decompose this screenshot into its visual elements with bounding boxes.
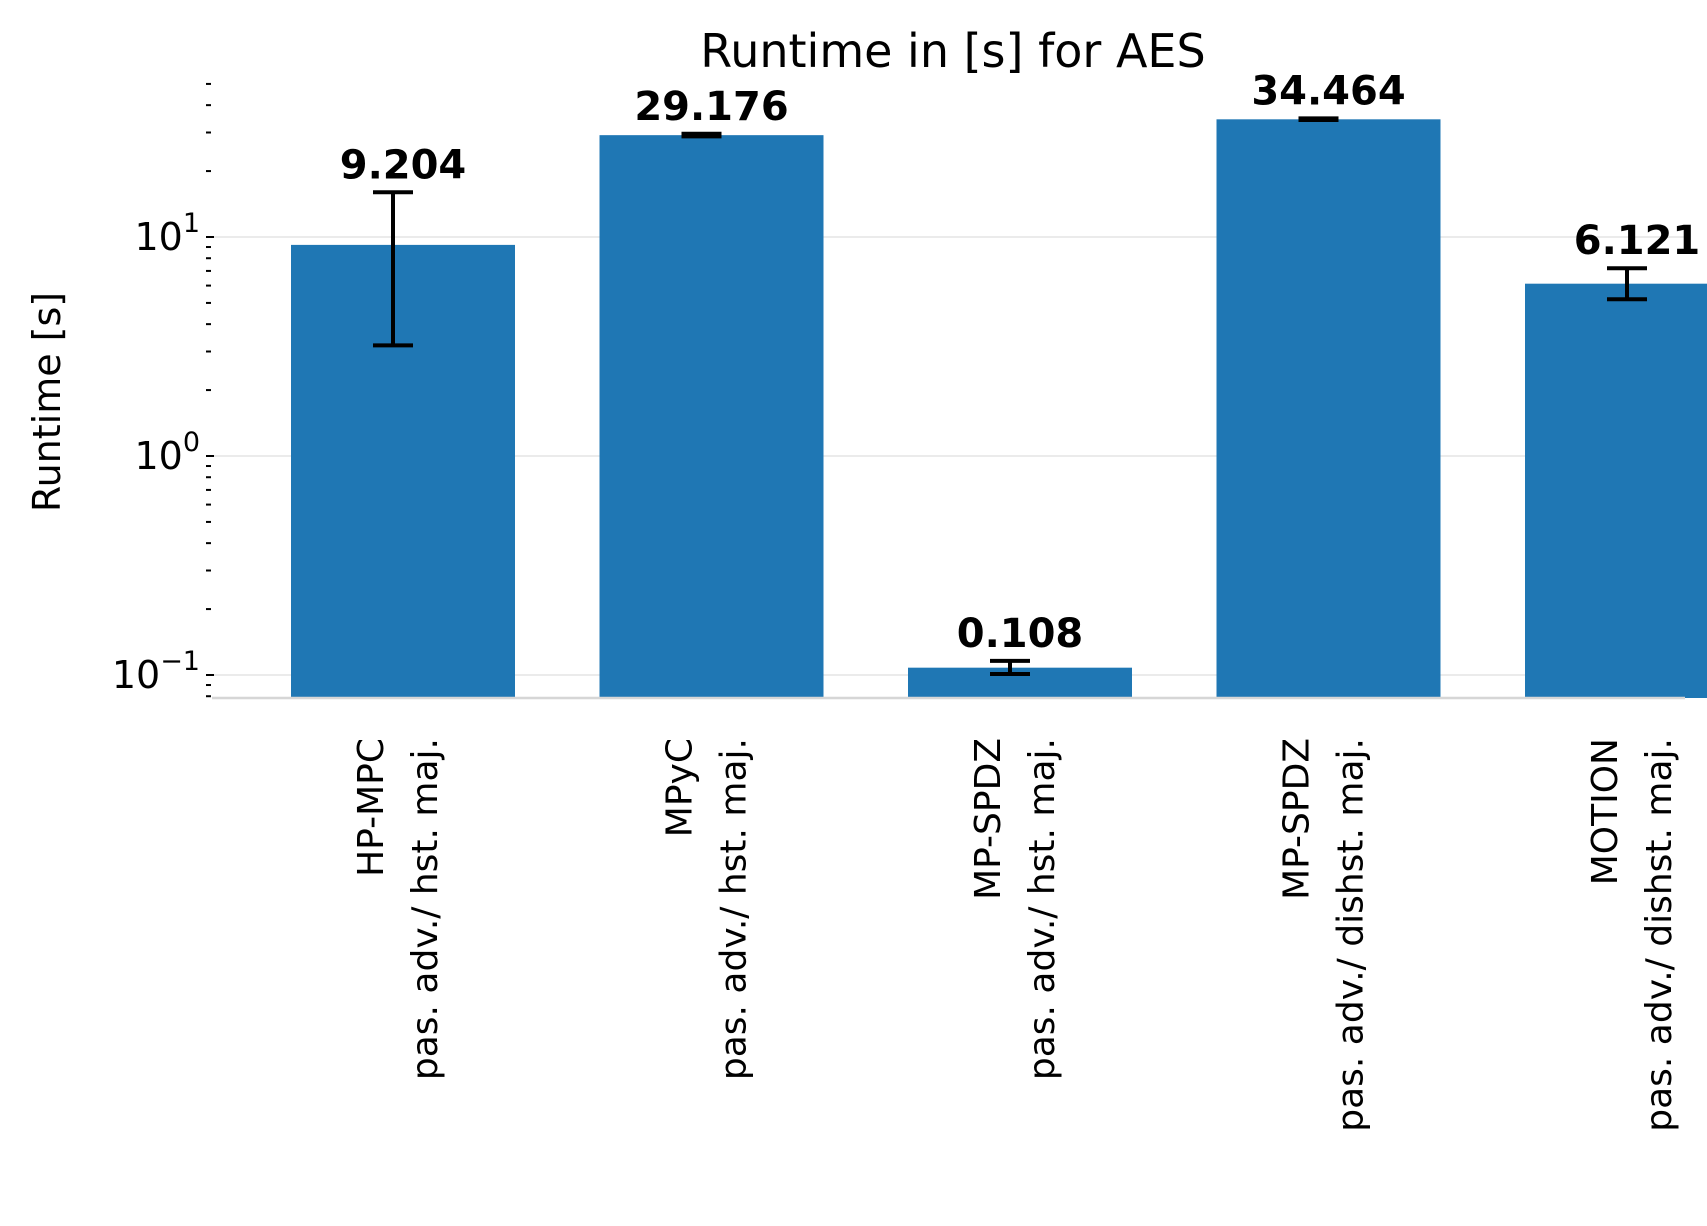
bar-4 <box>1525 283 1707 698</box>
data-label-0: 9.204 <box>340 142 467 188</box>
x-tick-label-1: MPyC pas. adv./ hst. maj. <box>660 738 755 1080</box>
y-axis-label: Runtime [s] <box>25 292 69 512</box>
bar-0 <box>291 244 515 698</box>
error-bar-1 <box>681 131 722 139</box>
y-tick-label-2: 101 <box>134 208 200 259</box>
error-bars <box>373 116 1647 677</box>
x-tick-label-0: HP-MPC pas. adv./ hst. maj. <box>351 738 446 1080</box>
bars <box>291 119 1707 699</box>
chart-title: Runtime in [s] for AES <box>700 24 1205 78</box>
y-tick-labels: 10−1 100 101 <box>112 208 200 697</box>
x-tick-label-4: MOTION pas. adv./ dishst. maj. <box>1585 738 1680 1132</box>
data-labels: 9.204 29.176 0.108 34.464 6.121 <box>340 68 1701 656</box>
data-label-4: 6.121 <box>1574 218 1701 264</box>
data-label-2: 0.108 <box>957 611 1084 657</box>
bar-3 <box>1216 119 1441 699</box>
x-tick-label-3: MP-SPDZ pas. adv./ dishst. maj. <box>1277 738 1372 1132</box>
x-tick-labels: HP-MPC pas. adv./ hst. maj. MPyC pas. adv./… <box>351 738 1680 1132</box>
data-label-3: 34.464 <box>1251 68 1405 114</box>
y-minor-ticks <box>206 82 214 698</box>
x-tick-label-2: MP-SPDZ pas. adv./ hst. maj. <box>968 738 1063 1080</box>
y-tick-label-1: 100 <box>134 427 200 478</box>
error-bar-0 <box>373 190 413 348</box>
error-bar-3 <box>1298 116 1339 123</box>
data-label-1: 29.176 <box>634 84 788 130</box>
bar-1 <box>599 135 824 698</box>
y-tick-label-0: 10−1 <box>112 646 200 697</box>
error-bar-4 <box>1607 266 1647 302</box>
error-bar-2 <box>990 658 1030 677</box>
